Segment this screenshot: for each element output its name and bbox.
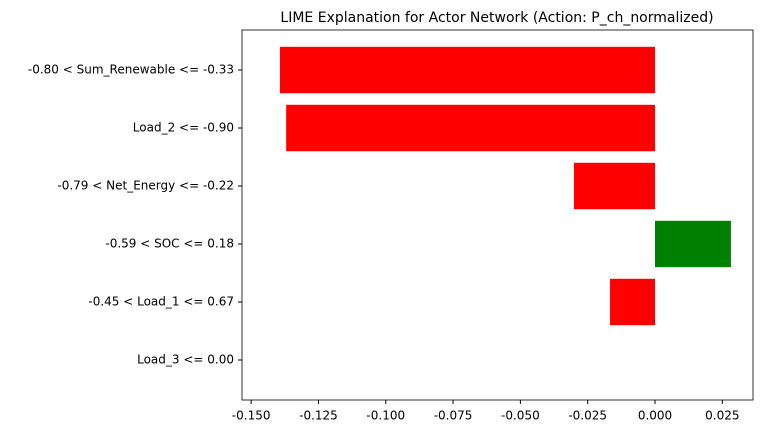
- bar: [279, 46, 655, 94]
- y-tick-label: -0.59 < SOC <= 0.18: [105, 236, 234, 250]
- bar: [286, 104, 655, 152]
- y-tick-label: Load_2 <= -0.90: [133, 121, 234, 135]
- bar: [610, 278, 655, 326]
- bar: [655, 220, 731, 268]
- x-tick-label: -0.150: [232, 409, 271, 423]
- y-tick-label: -0.79 < Net_Energy <= -0.22: [57, 179, 234, 193]
- y-tick-label: -0.45 < Load_1 <= 0.67: [88, 294, 234, 308]
- plot-frame: [241, 29, 754, 401]
- x-tick-label: 0.025: [705, 409, 739, 423]
- bar: [573, 162, 655, 210]
- y-tick-label: -0.80 < Sum_Renewable <= -0.33: [28, 63, 234, 77]
- y-tick-label: Load_3 <= 0.00: [137, 352, 234, 366]
- x-tick-label: 0.000: [638, 409, 672, 423]
- x-tick-label: -0.025: [568, 409, 607, 423]
- x-tick-label: -0.100: [366, 409, 405, 423]
- x-tick-label: -0.050: [501, 409, 540, 423]
- x-tick-label: -0.125: [299, 409, 338, 423]
- chart-title: LIME Explanation for Actor Network (Acti…: [280, 10, 713, 26]
- x-tick-label: -0.075: [434, 409, 473, 423]
